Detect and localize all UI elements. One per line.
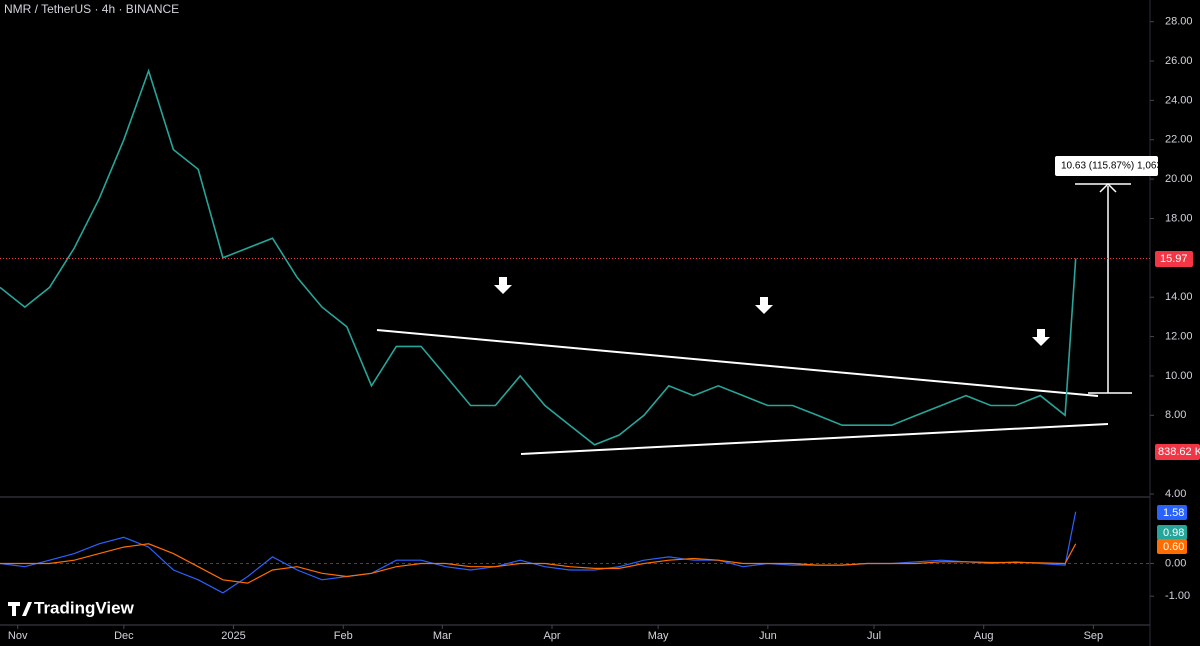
trendline — [376, 329, 1099, 397]
volume-tag — [1155, 444, 1200, 460]
arrow-icon — [755, 297, 773, 314]
brand-logo — [8, 602, 32, 616]
x-tick-label: Dec — [114, 630, 134, 642]
price-tag — [1155, 251, 1193, 267]
indicator-tag — [1157, 505, 1187, 520]
x-tick-label: Mar — [433, 630, 452, 642]
y-tick-label: 10.00 — [1165, 370, 1193, 382]
y-tick-label: 22.00 — [1165, 134, 1193, 146]
volume-tag-label: 838.62 K — [1158, 446, 1200, 458]
y-tick-label: 26.00 — [1165, 55, 1193, 67]
measure-arrow — [1099, 182, 1117, 193]
y-tick-label: 18.00 — [1165, 212, 1193, 224]
indicator-tag-label: 0.98 — [1163, 527, 1184, 539]
y-tick-label: 0.00 — [1165, 557, 1186, 569]
x-tick-label: Feb — [334, 630, 353, 642]
price-tag-label: 15.97 — [1160, 253, 1188, 265]
x-tick-label: 2025 — [221, 630, 245, 642]
indicator-tag — [1157, 539, 1187, 554]
x-tick-label: Jul — [867, 630, 881, 642]
symbol-title: NMR / TetherUS · 4h · BINANCE — [4, 2, 179, 16]
y-tick-label: 12.00 — [1165, 330, 1193, 342]
y-tick-label: 8.00 — [1165, 409, 1186, 421]
series-line — [0, 543, 1077, 584]
y-tick-label: 28.00 — [1165, 16, 1193, 28]
measure-label: 10.63 (115.87%) 1,063 — [1061, 161, 1162, 172]
y-tick-label: 14.00 — [1165, 291, 1193, 303]
x-tick-label: Sep — [1084, 630, 1104, 642]
x-tick-label: Apr — [543, 630, 560, 642]
series-line — [0, 511, 1077, 594]
brand-name: TradingView — [34, 598, 135, 617]
y-tick-label: 20.00 — [1165, 173, 1193, 185]
indicator-tag-label: 1.58 — [1163, 507, 1184, 519]
measure-box — [1055, 156, 1158, 176]
x-tick-label: Aug — [974, 630, 994, 642]
trendline — [520, 423, 1109, 455]
indicator-tag — [1157, 525, 1187, 540]
arrow-icon — [1032, 329, 1050, 346]
y-tick-label: -1.00 — [1165, 590, 1190, 602]
arrow-icon — [494, 277, 512, 294]
y-tick-label: 4.00 — [1165, 488, 1186, 500]
series-line — [0, 68, 1077, 446]
indicator-tag-label: 0.60 — [1163, 541, 1184, 553]
x-tick-label: Jun — [759, 630, 777, 642]
x-tick-label: Nov — [8, 630, 28, 642]
x-tick-label: May — [648, 630, 669, 642]
y-tick-label: 24.00 — [1165, 94, 1193, 106]
